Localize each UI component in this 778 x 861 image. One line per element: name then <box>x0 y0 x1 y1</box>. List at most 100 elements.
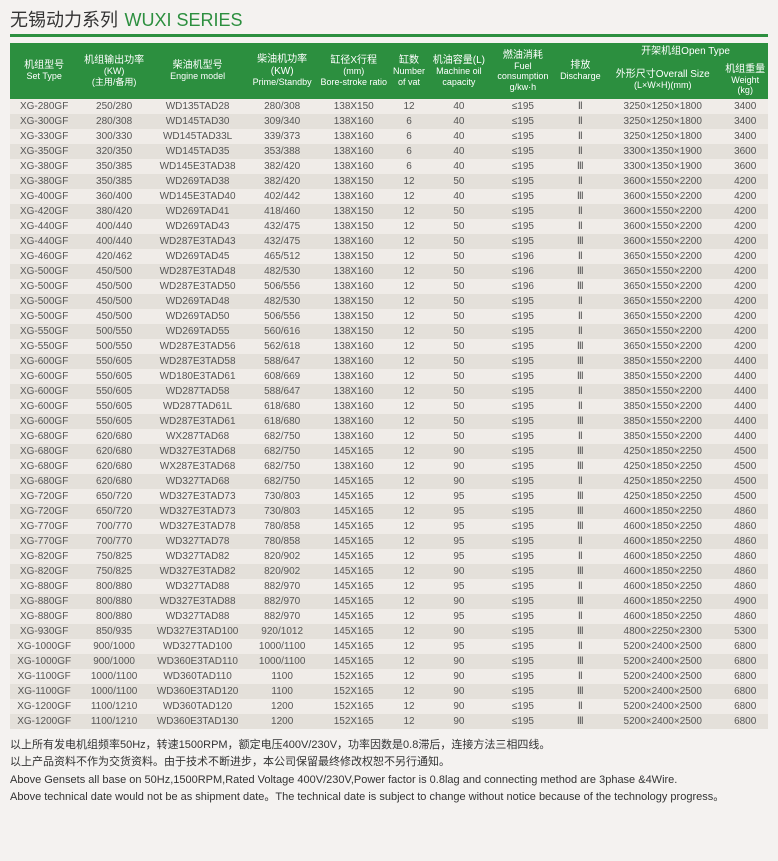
cell: 6800 <box>722 639 768 654</box>
cell: XG-440GF <box>10 234 78 249</box>
cell: XG-380GF <box>10 159 78 174</box>
table-row: XG-500GF450/500WD287E3TAD48482/530138X16… <box>10 264 768 279</box>
cell: 138X160 <box>319 159 388 174</box>
cell: 95 <box>430 549 489 564</box>
cell: 138X160 <box>319 234 388 249</box>
cell: 1200 <box>245 699 319 714</box>
cell: 3400 <box>722 114 768 129</box>
cell: 4860 <box>722 504 768 519</box>
cell: 3850×1550×2200 <box>603 384 722 399</box>
cell: 1000/1100 <box>78 684 150 699</box>
cell: 1000/1100 <box>245 654 319 669</box>
cell: 145X165 <box>319 504 388 519</box>
cell: WD360TAD110 <box>150 669 245 684</box>
cell: 3850×1550×2200 <box>603 429 722 444</box>
cell: 4860 <box>722 519 768 534</box>
table-row: XG-680GF620/680WD327TAD68682/750145X1651… <box>10 474 768 489</box>
cell: XG-500GF <box>10 264 78 279</box>
cell: WD287TAD61L <box>150 399 245 414</box>
cell: 12 <box>388 309 429 324</box>
cell: WD145TAD35 <box>150 144 245 159</box>
cell: XG-770GF <box>10 519 78 534</box>
cell: XG-880GF <box>10 609 78 624</box>
cell: ≤195 <box>488 504 557 519</box>
cell: 450/500 <box>78 264 150 279</box>
table-head: 机组型号Set Type 机组输出功率(KW)(主用/备用) 柴油机型号Engi… <box>10 43 768 99</box>
cell: 3650×1550×2200 <box>603 309 722 324</box>
cell: 3300×1350×1900 <box>603 159 722 174</box>
cell: 850/935 <box>78 624 150 639</box>
cell: 95 <box>430 504 489 519</box>
cell: 90 <box>430 474 489 489</box>
cell: Ⅱ <box>558 114 604 129</box>
table-row: XG-600GF550/605WD287E3TAD61618/680138X16… <box>10 414 768 429</box>
table-row: XG-440GF400/440WD269TAD43432/475138X1501… <box>10 219 768 234</box>
cell: 339/373 <box>245 129 319 144</box>
table-row: XG-1200GF1100/1210WD360E3TAD1301200152X1… <box>10 714 768 729</box>
cell: 820/902 <box>245 549 319 564</box>
cell: 6800 <box>722 714 768 729</box>
cell: 780/858 <box>245 534 319 549</box>
table-row: XG-600GF550/605WD180E3TAD61608/669138X16… <box>10 369 768 384</box>
cell: 3650×1550×2200 <box>603 294 722 309</box>
cell: 6800 <box>722 654 768 669</box>
cell: 50 <box>430 339 489 354</box>
cell: XG-820GF <box>10 564 78 579</box>
cell: 12 <box>388 339 429 354</box>
cell: Ⅲ <box>558 189 604 204</box>
cell: Ⅱ <box>558 639 604 654</box>
cell: ≤195 <box>488 714 557 729</box>
cell: ≤195 <box>488 234 557 249</box>
cell: 4500 <box>722 489 768 504</box>
cell: ≤195 <box>488 114 557 129</box>
cell: Ⅲ <box>558 339 604 354</box>
cell: 3250×1250×1800 <box>603 114 722 129</box>
cell: 820/902 <box>245 564 319 579</box>
cell: WD327E3TAD88 <box>150 594 245 609</box>
cell: 138X160 <box>319 384 388 399</box>
cell: 4200 <box>722 174 768 189</box>
cell: 682/750 <box>245 444 319 459</box>
cell: ≤195 <box>488 99 557 114</box>
cell: 400/440 <box>78 219 150 234</box>
cell: Ⅲ <box>558 279 604 294</box>
cell: 780/858 <box>245 519 319 534</box>
cell: WD287E3TAD58 <box>150 354 245 369</box>
cell: 90 <box>430 654 489 669</box>
cell: ≤196 <box>488 264 557 279</box>
footnote-line: Above technical date would not be as shi… <box>10 789 768 806</box>
cell: 3650×1550×2200 <box>603 249 722 264</box>
cell: 90 <box>430 669 489 684</box>
table-row: XG-1000GF900/1000WD327TAD1001000/1100145… <box>10 639 768 654</box>
cell: XG-380GF <box>10 174 78 189</box>
cell: XG-600GF <box>10 384 78 399</box>
cell: 95 <box>430 609 489 624</box>
cell: 506/556 <box>245 309 319 324</box>
cell: ≤195 <box>488 339 557 354</box>
cell: XG-550GF <box>10 339 78 354</box>
table-body: XG-280GF250/280WD135TAD28280/308138X1501… <box>10 99 768 729</box>
cell: 40 <box>430 189 489 204</box>
cell: 145X165 <box>319 474 388 489</box>
cell: XG-680GF <box>10 429 78 444</box>
cell: 4400 <box>722 414 768 429</box>
cell: 50 <box>430 279 489 294</box>
cell: 620/680 <box>78 429 150 444</box>
cell: 138X160 <box>319 414 388 429</box>
cell: XG-500GF <box>10 279 78 294</box>
cell: 700/770 <box>78 534 150 549</box>
cell: 6800 <box>722 669 768 684</box>
cell: 500/550 <box>78 324 150 339</box>
cell: WD269TAD43 <box>150 219 245 234</box>
cell: 882/970 <box>245 594 319 609</box>
cell: 138X160 <box>319 189 388 204</box>
cell: 50 <box>430 204 489 219</box>
cell: 3400 <box>722 99 768 114</box>
cell: 138X150 <box>319 204 388 219</box>
cell: ≤195 <box>488 459 557 474</box>
cell: 90 <box>430 714 489 729</box>
table-row: XG-820GF750/825WD327TAD82820/902145X1651… <box>10 549 768 564</box>
cell: 145X165 <box>319 654 388 669</box>
cell: 4600×1850×2250 <box>603 594 722 609</box>
cell: Ⅲ <box>558 444 604 459</box>
